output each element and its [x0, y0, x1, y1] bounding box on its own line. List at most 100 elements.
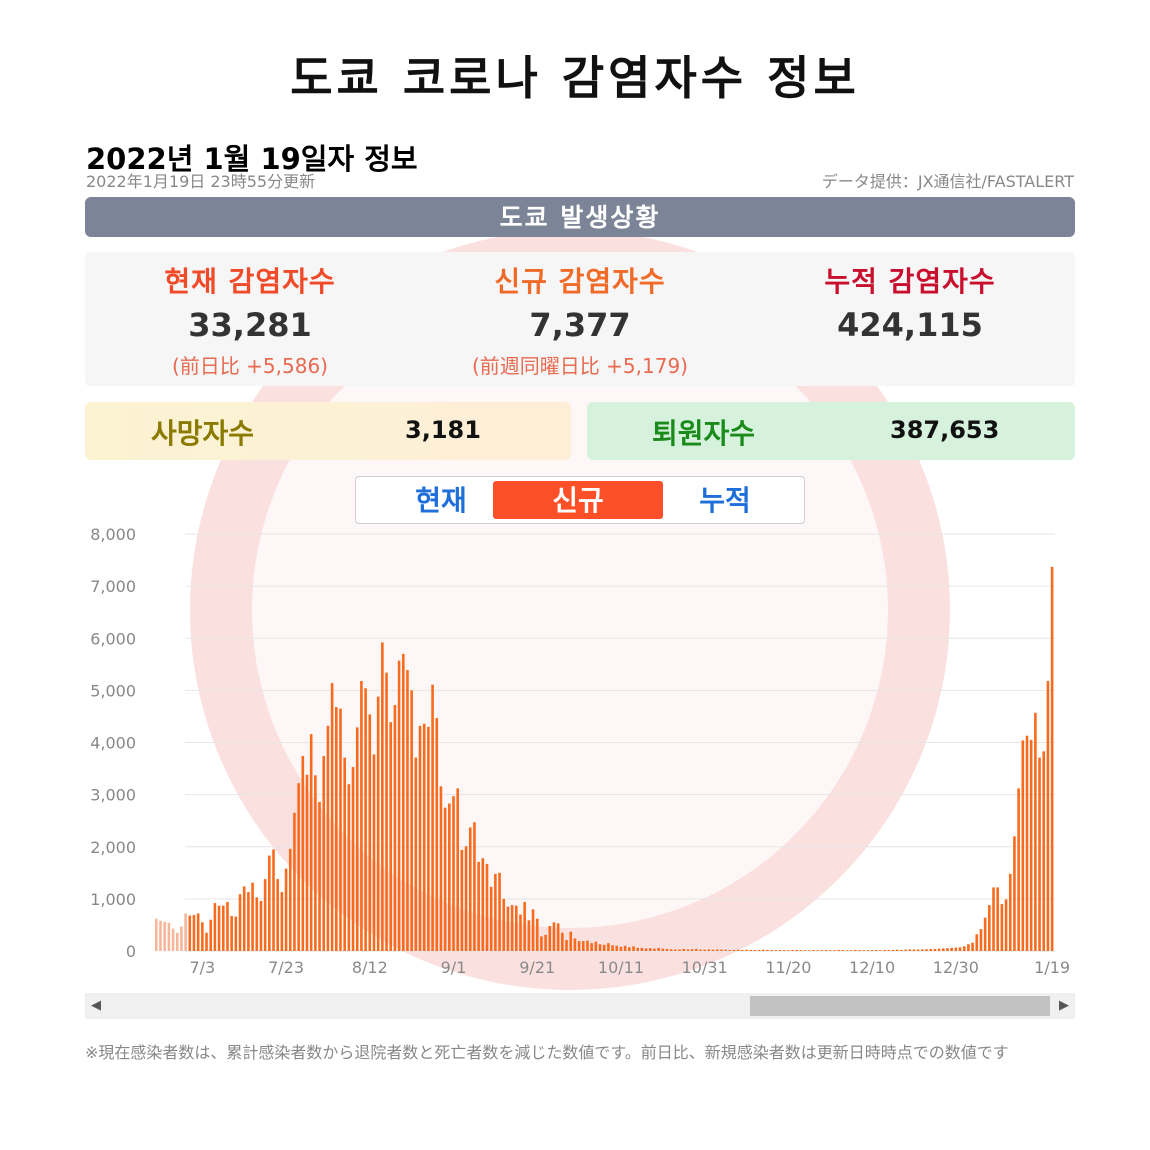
bar: [648, 948, 652, 951]
bar: [577, 941, 581, 951]
page-title: 도쿄 코로나 감염자수 정보: [290, 51, 860, 105]
bar: [611, 945, 614, 951]
bar: [201, 922, 204, 951]
bar: [318, 801, 321, 951]
tab-new[interactable]: 신규: [493, 481, 663, 519]
bar: [489, 886, 493, 951]
bar: [707, 949, 711, 951]
bar: [979, 929, 983, 951]
bar: [958, 947, 962, 951]
x-tick-label: 10/31: [682, 958, 728, 977]
bar: [715, 949, 719, 951]
bar: [732, 949, 736, 951]
stat-new: 신규 감염자수 7,377 (前週同曜日比 +5,179): [420, 252, 740, 379]
bar: [188, 915, 192, 951]
bar: [720, 949, 723, 951]
bar: [1038, 757, 1041, 951]
bar: [439, 786, 443, 951]
bar: [519, 914, 522, 951]
bar: [284, 868, 288, 951]
stat-total-label: 누적 감염자수: [824, 265, 996, 298]
bar: [456, 788, 459, 951]
bar: [866, 950, 870, 951]
bar: [360, 680, 363, 951]
bar: [682, 948, 686, 951]
bar: [389, 722, 393, 951]
recovered-box: 퇴원자수 387,653: [587, 402, 1075, 460]
bar: [791, 950, 794, 951]
bar: [297, 783, 300, 951]
bar: [556, 923, 560, 951]
bar: [565, 940, 568, 951]
bar: [607, 943, 610, 951]
bar: [908, 949, 912, 951]
bar: [460, 849, 464, 951]
x-tick-label: 8/12: [352, 958, 388, 977]
new-cases-chart: 0 1,000 2,000 3,000 4,000 5,000 6,000 7,000 8,00…: [90, 525, 1070, 977]
bar: [196, 913, 200, 951]
scrollbar-thumb[interactable]: [750, 996, 1050, 1016]
bar: [632, 946, 635, 951]
bar: [251, 882, 254, 951]
bar: [414, 757, 418, 951]
stat-total: 누적 감염자수 424,115: [750, 252, 1070, 344]
bar: [849, 950, 853, 951]
bar: [795, 949, 799, 951]
bar: [598, 944, 602, 951]
bar: [247, 892, 250, 951]
bar: [242, 886, 246, 951]
scroll-right-arrow-icon[interactable]: ▶: [1059, 998, 1069, 1013]
bar: [870, 950, 874, 951]
bar: [1000, 904, 1004, 951]
bar: [435, 718, 439, 951]
bar: [854, 949, 857, 951]
stat-new-label: 신규 감염자수: [494, 265, 666, 298]
bar: [690, 949, 694, 951]
bar: [875, 949, 878, 951]
bar: [192, 915, 196, 951]
scroll-left-arrow-icon[interactable]: ◀: [91, 998, 101, 1013]
bar: [912, 949, 916, 951]
bar: [661, 948, 665, 951]
bar: [891, 949, 895, 951]
bar: [477, 861, 480, 951]
bar: [502, 898, 506, 952]
bar: [653, 948, 656, 951]
bar: [184, 913, 187, 951]
bar: [351, 767, 355, 951]
bar: [761, 949, 765, 951]
bar: [782, 950, 786, 951]
bar: [155, 918, 158, 951]
bar: [531, 909, 535, 951]
bar: [695, 948, 698, 951]
stat-current: 현재 감염자수 33,281 (前日比 +5,586): [90, 252, 410, 379]
x-tick-label: 11/20: [765, 958, 811, 977]
tab-total[interactable]: 누적: [699, 484, 751, 517]
bar: [515, 905, 518, 951]
bar: [900, 949, 903, 951]
bar: [544, 934, 547, 951]
bar: [703, 949, 706, 951]
stat-current-value: 33,281: [188, 306, 312, 344]
bar: [393, 704, 397, 951]
bar: [983, 917, 987, 951]
bar: [753, 950, 757, 951]
chart-scrollbar[interactable]: ◀ ▶: [85, 993, 1075, 1019]
bar: [468, 827, 472, 951]
bar: [288, 848, 292, 951]
bar: [686, 949, 690, 951]
bar: [937, 948, 941, 951]
bar: [372, 754, 376, 951]
bar: [167, 922, 171, 951]
bar: [364, 688, 367, 951]
bar: [879, 950, 882, 951]
bar: [381, 642, 384, 951]
bar: [824, 950, 828, 951]
bar: [745, 949, 748, 951]
bar: [929, 948, 933, 951]
bar: [770, 950, 773, 951]
bar: [665, 948, 669, 951]
bar: [221, 905, 225, 951]
bar: [418, 725, 422, 951]
tab-current[interactable]: 현재: [415, 484, 467, 517]
